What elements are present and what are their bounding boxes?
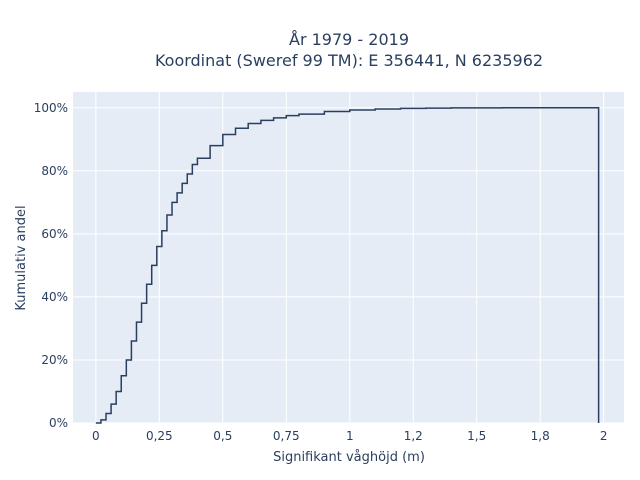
chart-subtitle: Koordinat (Sweref 99 TM): E 356441, N 62… xyxy=(155,51,543,70)
x-axis-title: Signifikant våghöjd (m) xyxy=(273,450,425,465)
x-tick-label: 1,5 xyxy=(467,429,486,443)
y-tick-labels: 0% 20% 40% 60% 80% 100% xyxy=(34,101,68,430)
x-tick-label: 0,75 xyxy=(273,429,300,443)
y-tick-label: 60% xyxy=(41,227,68,241)
y-tick-label: 0% xyxy=(49,416,68,430)
x-tick-label: 2 xyxy=(600,429,608,443)
chart-title: År 1979 - 2019 xyxy=(289,30,409,49)
x-tick-label: 1,8 xyxy=(531,429,550,443)
grid xyxy=(73,92,624,424)
y-tick-label: 100% xyxy=(34,101,68,115)
x-tick-label: 0,5 xyxy=(213,429,232,443)
x-tick-label: 0,25 xyxy=(146,429,173,443)
series-layer xyxy=(95,107,600,424)
y-tick-label: 20% xyxy=(41,353,68,367)
y-tick-label: 80% xyxy=(41,164,68,178)
plot-area xyxy=(73,92,624,423)
y-axis-title: Kumulativ andel xyxy=(14,205,29,310)
x-tick-label: 1,2 xyxy=(404,429,423,443)
x-tick-labels: 0 0,25 0,5 0,75 1 1,2 1,5 1,8 2 xyxy=(92,429,607,443)
x-tick-label: 0 xyxy=(92,429,100,443)
y-tick-label: 40% xyxy=(41,290,68,304)
x-tick-label: 1 xyxy=(346,429,354,443)
cdf-step-line xyxy=(95,107,600,424)
